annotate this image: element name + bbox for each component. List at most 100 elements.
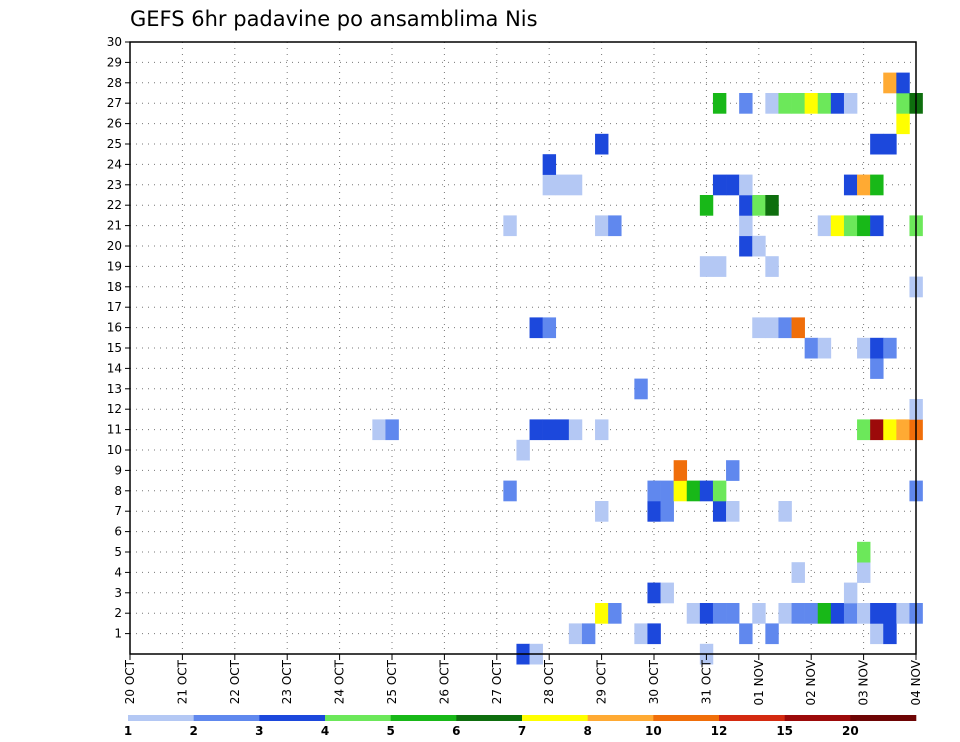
heatmap-cell <box>595 501 609 522</box>
heatmap-cell <box>870 215 884 237</box>
heatmap-cell <box>660 582 674 604</box>
heatmap-cell <box>699 603 714 624</box>
heatmap-cell <box>516 439 530 461</box>
colorbar-swatch <box>587 715 654 721</box>
heatmap-cell <box>647 582 661 604</box>
heatmap-cell <box>568 174 583 196</box>
heatmap-cell <box>843 582 858 604</box>
x-tick-label: 25 OCT <box>385 659 399 704</box>
colorbar-swatch <box>522 715 588 721</box>
heatmap-cell <box>634 378 648 400</box>
heatmap-cell <box>726 603 740 624</box>
heatmap-cell <box>660 501 674 522</box>
x-tick-label: 21 OCT <box>175 659 189 704</box>
heatmap-cell <box>752 317 766 339</box>
y-tick-label: 18 <box>107 280 122 294</box>
x-tick-label: 26 OCT <box>437 659 451 704</box>
x-tick-label: 02 NOV <box>804 659 818 705</box>
heatmap-cell <box>673 480 688 502</box>
heatmap-cell <box>791 93 805 114</box>
heatmap-cell <box>870 174 884 196</box>
x-tick-label: 01 NOV <box>752 659 766 705</box>
y-tick-label: 8 <box>114 484 122 498</box>
heatmap-cell <box>857 541 871 563</box>
heatmap-cell <box>791 603 805 624</box>
y-tick-label: 16 <box>107 321 122 335</box>
heatmap-cell <box>791 562 805 583</box>
heatmap-cell <box>568 623 583 645</box>
heatmap-cell <box>673 460 688 481</box>
heatmap-cell <box>870 358 884 379</box>
heatmap-cell <box>843 174 858 196</box>
heatmap-cell <box>843 603 858 624</box>
heatmap-cell <box>765 317 779 339</box>
colorbar-swatch <box>850 715 917 721</box>
heatmap-cell <box>843 93 858 114</box>
heatmap-cell <box>595 603 609 624</box>
heatmap-cell <box>699 480 714 502</box>
y-tick-label: 25 <box>107 137 122 151</box>
heatmap-cell <box>712 480 727 502</box>
y-tick-label: 12 <box>107 402 122 416</box>
heatmap-cell <box>752 603 766 624</box>
heatmap-cell <box>883 419 897 441</box>
x-tick-label: 31 OCT <box>699 659 713 704</box>
colorbar-swatch <box>193 715 260 721</box>
x-tick-label: 03 NOV <box>857 659 871 705</box>
heatmap-cell <box>726 174 740 196</box>
heatmap-cell <box>830 93 845 114</box>
colorbar-swatch <box>128 715 194 721</box>
heatmap-cell <box>857 215 871 237</box>
heatmap-cell <box>870 603 884 624</box>
y-tick-label: 6 <box>114 525 122 539</box>
heatmap-cell <box>647 501 661 522</box>
heatmap-cell <box>765 256 779 277</box>
heatmap-cell <box>503 215 517 237</box>
heatmap-cell <box>857 174 871 196</box>
heatmap-cell <box>726 501 740 522</box>
heatmap-cell <box>791 317 805 339</box>
heatmap-cell <box>581 623 596 645</box>
heatmap-cell <box>830 603 845 624</box>
colorbar-label: 10 <box>645 724 662 738</box>
heatmap-cell <box>739 215 753 237</box>
heatmap-cell <box>712 174 727 196</box>
heatmap-cell <box>804 337 819 359</box>
heatmap-cell <box>712 256 727 277</box>
heatmap-cell <box>712 603 727 624</box>
y-tick-label: 4 <box>114 565 122 579</box>
x-tick-label: 27 OCT <box>490 659 504 704</box>
heatmap-cell <box>542 419 557 441</box>
heatmap-cells <box>372 72 923 665</box>
heatmap-cell <box>595 215 609 237</box>
y-tick-label: 22 <box>107 198 122 212</box>
heatmap-cell <box>660 480 674 502</box>
heatmap-cell <box>385 419 399 441</box>
colorbar-label: 3 <box>255 724 263 738</box>
x-tick-label: 20 OCT <box>123 659 137 704</box>
colorbar: 1 2 3 4 5 6 7 8 10 12 15 20 <box>124 715 917 738</box>
heatmap-cell <box>778 603 792 624</box>
heatmap-cell <box>870 623 884 645</box>
heatmap-cell <box>778 317 792 339</box>
y-tick-label: 20 <box>107 239 122 253</box>
heatmap-cell <box>843 215 858 237</box>
y-tick-label: 19 <box>107 259 122 273</box>
heatmap-cell <box>595 133 609 155</box>
heatmap-cell <box>608 215 622 237</box>
colorbar-label: 20 <box>842 724 859 738</box>
heatmap-cell <box>503 480 517 502</box>
heatmap-cell <box>765 93 779 114</box>
heatmap-cell <box>634 623 648 645</box>
heatmap-cell <box>765 623 779 645</box>
y-tick-label: 11 <box>107 423 122 437</box>
colorbar-swatch <box>456 715 523 721</box>
heatmap-cell <box>896 72 910 94</box>
heatmap-cell <box>529 419 543 441</box>
colorbar-label: 4 <box>321 724 329 738</box>
colorbar-label: 8 <box>583 724 591 738</box>
heatmap-cell <box>804 93 819 114</box>
heatmap-cell <box>739 623 753 645</box>
heatmap-cell <box>739 235 753 257</box>
heatmap-cell <box>883 603 897 624</box>
